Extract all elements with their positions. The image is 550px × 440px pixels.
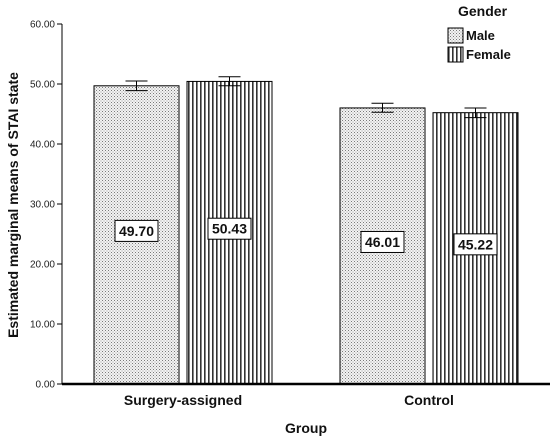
y-tick-label: 50.00	[30, 80, 55, 91]
y-axis-title: Estimated marginal means of STAI state	[5, 72, 21, 338]
y-axis: 0.00 10.00 20.00 30.00 40.00 50.00 60.00	[30, 20, 63, 391]
data-label-box	[453, 233, 498, 256]
data-label: 50.43	[212, 221, 247, 237]
legend-swatch-female	[447, 46, 464, 63]
legend-label-male: Male	[466, 28, 495, 43]
data-label-box	[207, 217, 252, 240]
legend-swatch-male	[447, 27, 464, 44]
y-tick-label: 20.00	[30, 260, 55, 271]
data-labels: 49.70 46.01 50.43 45.22	[114, 217, 498, 256]
x-axis-title: Group	[285, 420, 327, 436]
y-tick-label: 40.00	[30, 140, 55, 151]
data-label: 49.70	[119, 223, 154, 239]
data-label: 46.01	[365, 234, 400, 250]
bars	[93, 76, 519, 385]
y-tick-label: 10.00	[30, 320, 55, 331]
x-category-label: Surgery-assigned	[124, 392, 242, 408]
data-label-box	[114, 219, 159, 242]
y-tick-label: 30.00	[30, 200, 55, 211]
data-label-box	[360, 230, 405, 253]
y-tick-label: 0.00	[36, 380, 56, 391]
legend-title: Gender	[458, 3, 508, 19]
legend-label-female: Female	[466, 47, 511, 62]
x-axis-categories: Surgery-assigned Control	[124, 392, 454, 408]
x-category-label: Control	[404, 392, 454, 408]
data-label: 45.22	[458, 236, 493, 252]
y-tick-label: 60.00	[30, 20, 55, 31]
legend: Gender Male Female	[447, 3, 511, 63]
